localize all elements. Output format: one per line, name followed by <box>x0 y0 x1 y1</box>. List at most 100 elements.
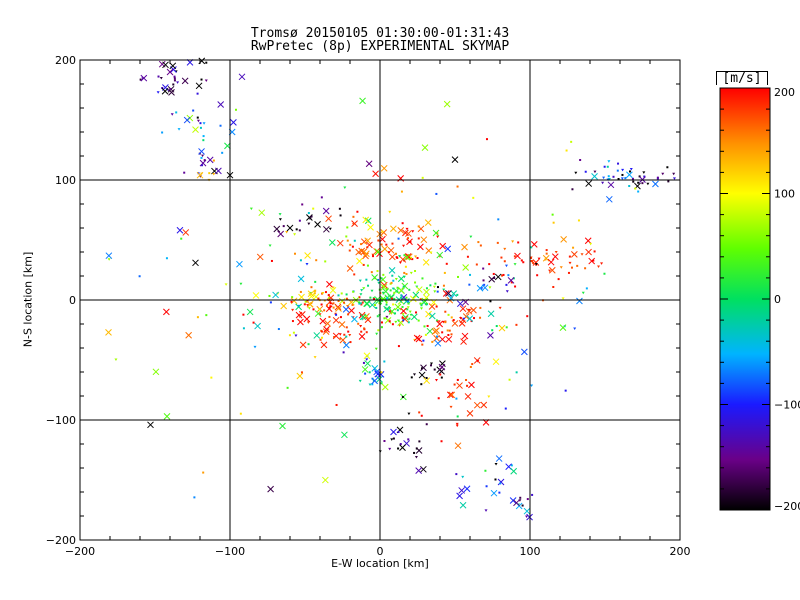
scatter-point-x <box>332 316 340 324</box>
scatter-point-dot <box>343 333 346 336</box>
scatter-point-x <box>185 331 192 339</box>
scatter-point-x <box>383 305 391 313</box>
scatter-point-dot <box>319 338 322 341</box>
scatter-point-x <box>410 313 418 321</box>
scatter-point-dot <box>399 443 402 446</box>
scatter-point-x <box>417 243 424 251</box>
scatter-point-x <box>362 216 370 224</box>
scatter-point-x <box>183 116 191 124</box>
scatter-point-dot <box>323 309 326 312</box>
scatter-point-dot <box>299 290 302 293</box>
scatter-point-x <box>402 314 409 321</box>
scatter-point-x <box>480 401 488 409</box>
scatter-point-x <box>382 288 390 295</box>
scatter-point-x <box>163 308 170 316</box>
scatter-point-dot <box>536 274 539 277</box>
scatter-point-x <box>428 312 436 320</box>
scatter-point-dot <box>380 243 383 246</box>
scatter-point-dot <box>447 313 450 316</box>
scatter-point-dot <box>469 365 472 368</box>
scatter-point-dot <box>466 255 469 258</box>
scatter-point-dot <box>383 317 386 320</box>
scatter-point-x <box>325 215 332 223</box>
scatter-point-dot <box>410 256 413 259</box>
scatter-point-x <box>470 306 477 314</box>
scatter-point-dot <box>346 226 349 229</box>
scatter-point-dot <box>419 298 422 301</box>
scatter-point-dot <box>387 251 390 254</box>
scatter-point-triangle <box>537 257 541 261</box>
scatter-point-triangle <box>559 266 563 269</box>
scatter-point-triangle <box>600 262 604 265</box>
scatter-point-triangle <box>176 81 180 84</box>
scatter-point-x <box>359 313 367 321</box>
scatter-point-dot <box>440 440 443 443</box>
scatter-point-triangle <box>412 373 416 376</box>
scatter-point-dot <box>377 278 380 281</box>
scatter-point-dot <box>505 283 508 286</box>
scatter-point-dot <box>397 431 400 434</box>
scatter-point-x <box>320 341 328 349</box>
scatter-point-dot <box>391 274 394 277</box>
scatter-point-triangle <box>597 265 601 268</box>
scatter-point-dot <box>363 327 366 330</box>
scatter-point-dot <box>416 257 419 260</box>
scatter-point-triangle <box>437 320 441 323</box>
scatter-point-triangle <box>488 286 492 289</box>
scatter-point-dot <box>366 264 369 267</box>
scatter-point-dot <box>352 215 355 218</box>
scatter-point-dot <box>584 267 587 270</box>
scatter-point-dot <box>498 491 501 494</box>
scatter-point-x <box>410 295 417 303</box>
scatter-point-x <box>436 251 444 259</box>
scatter-point-triangle <box>530 384 534 388</box>
scatter-point-x <box>334 303 342 311</box>
scatter-point-dot <box>424 333 427 336</box>
scatter-point-dot <box>393 291 396 294</box>
scatter-point-dot <box>485 138 488 141</box>
scatter-point-dot <box>383 360 386 363</box>
scatter-point-dot <box>364 372 367 375</box>
scatter-point-x <box>140 74 148 82</box>
scatter-point-dot <box>592 259 595 262</box>
y-axis-ticks: 200 100 0 −100 −200 <box>46 54 680 547</box>
scatter-point-x <box>256 253 264 261</box>
y-axis-label: N-S location [km] <box>21 251 35 348</box>
scatter-point-triangle <box>429 362 433 366</box>
scatter-point-dot <box>199 122 202 125</box>
scatter-point-dot <box>436 290 439 293</box>
scatter-point-x <box>147 421 154 429</box>
scatter-point-triangle <box>370 289 374 293</box>
scatter-point-dot <box>457 275 460 278</box>
scatter-point-triangle <box>581 291 585 295</box>
scatter-point-dot <box>411 258 414 261</box>
scatter-point-dot <box>424 303 427 306</box>
scatter-point-triangle <box>434 379 438 382</box>
scatter-point-x <box>466 410 474 417</box>
scatter-point-dot <box>282 225 285 228</box>
scatter-point-x <box>444 245 452 253</box>
scatter-point-dot <box>388 320 391 323</box>
y-tick-label: −100 <box>46 414 76 427</box>
scatter-point-dot <box>205 314 208 317</box>
scatter-point-x <box>424 219 432 226</box>
scatter-point-dot <box>505 326 508 329</box>
scatter-point-triangle <box>253 345 257 349</box>
scatter-point-dot <box>180 237 183 240</box>
scatter-point-dot <box>395 252 398 255</box>
scatter-point-x <box>236 260 243 268</box>
scatter-point-dot <box>479 316 482 319</box>
scatter-point-dot <box>426 324 429 327</box>
scatter-point-dot <box>492 272 495 275</box>
scatter-point-x <box>339 336 347 344</box>
scatter-point-dot <box>385 243 388 246</box>
scatter-point-dot <box>404 265 407 268</box>
scatter-point-dot <box>493 277 496 280</box>
scatter-point-x <box>605 195 613 203</box>
scatter-point-dot <box>456 378 459 381</box>
scatter-point-x <box>495 455 503 462</box>
chart-title: Tromsø 20150105 01:30:00-01:31:43 <box>250 26 510 41</box>
scatter-point-x <box>384 317 392 324</box>
scatter-point-dot <box>434 282 437 285</box>
scatter-point-dot <box>365 331 368 334</box>
